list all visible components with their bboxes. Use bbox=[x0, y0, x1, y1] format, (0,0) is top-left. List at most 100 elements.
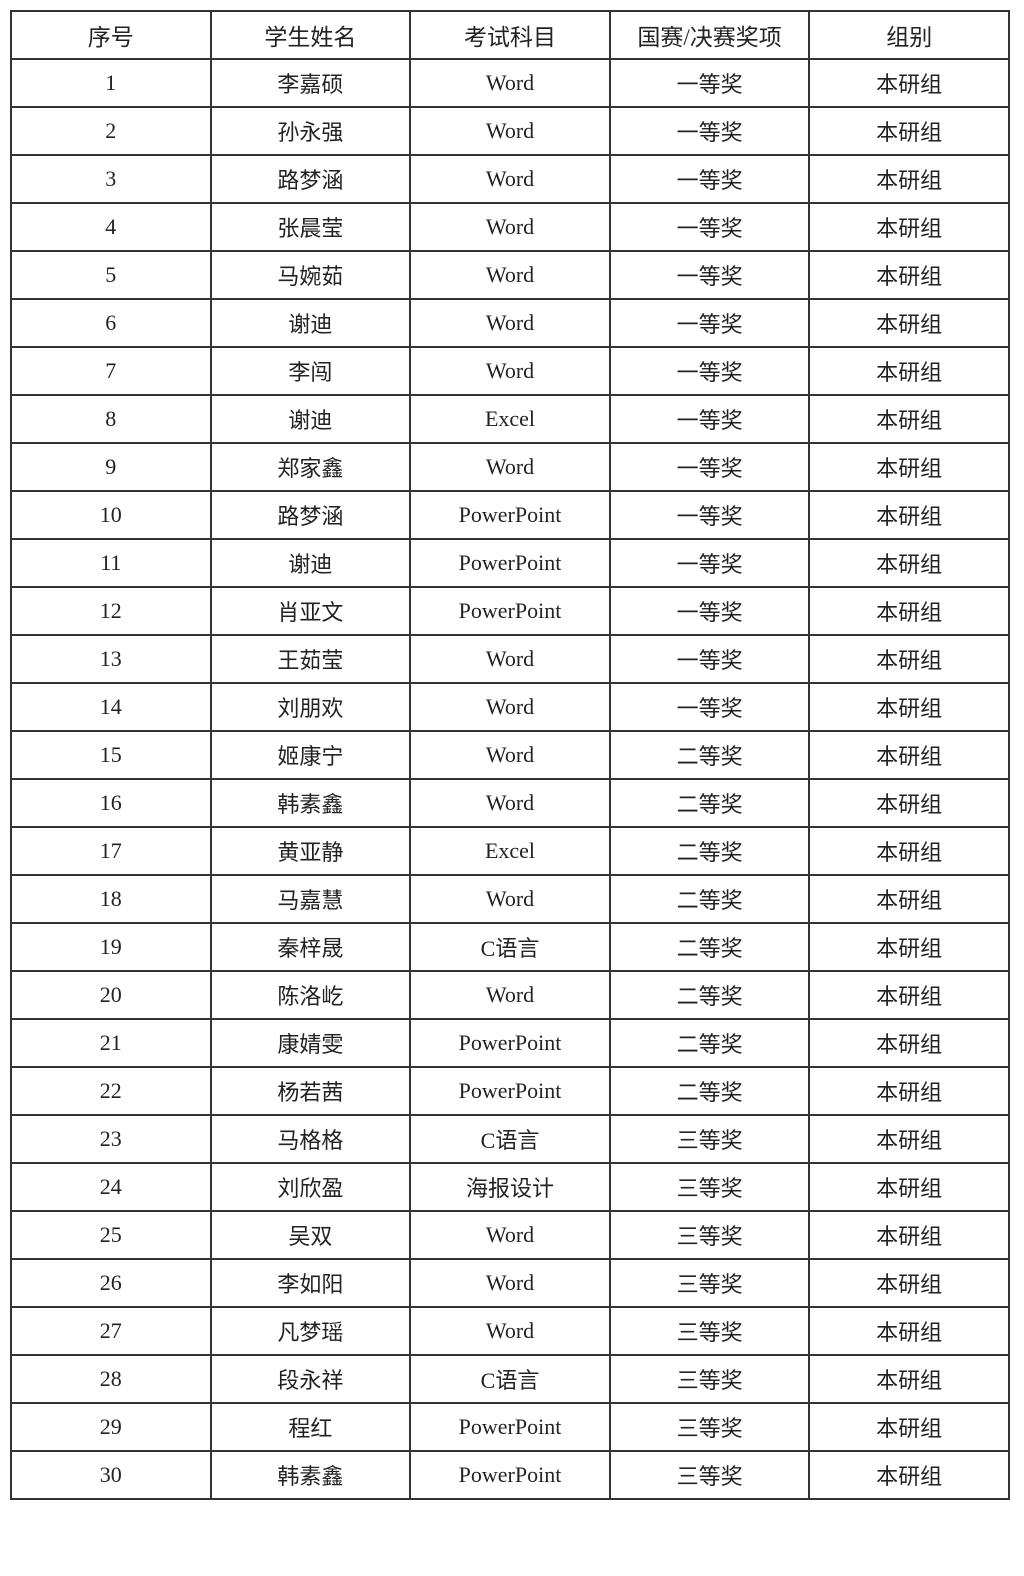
cell-award: 三等奖 bbox=[608, 1162, 811, 1212]
cell-subject: Word bbox=[409, 730, 611, 780]
cell-index: 13 bbox=[10, 634, 212, 684]
cell-group: 本研组 bbox=[808, 1162, 1010, 1212]
table-row: 17 黄亚静 Excel 二等奖 本研组 bbox=[10, 826, 1010, 876]
cell-subject: C语言 bbox=[409, 1354, 611, 1404]
cell-subject: PowerPoint bbox=[409, 1450, 611, 1500]
cell-student-name: 韩素鑫 bbox=[209, 1450, 412, 1500]
table-row: 27 凡梦瑶 Word 三等奖 本研组 bbox=[10, 1306, 1010, 1356]
cell-index: 5 bbox=[10, 250, 212, 300]
cell-index: 15 bbox=[10, 730, 212, 780]
cell-index: 28 bbox=[10, 1354, 212, 1404]
awards-table: 序号 学生姓名 考试科目 国赛/决赛奖项 组别 1 李嘉硕 Word 一等奖 本研组 2 孙… bbox=[10, 10, 1010, 1500]
cell-award: 二等奖 bbox=[608, 874, 811, 924]
cell-index: 11 bbox=[10, 538, 212, 588]
cell-index: 22 bbox=[10, 1066, 212, 1116]
cell-index: 25 bbox=[10, 1210, 212, 1260]
table-row: 4 张晨莹 Word 一等奖 本研组 bbox=[10, 202, 1010, 252]
table-row: 14 刘朋欢 Word 一等奖 本研组 bbox=[10, 682, 1010, 732]
cell-student-name: 谢迪 bbox=[209, 394, 412, 444]
cell-index: 8 bbox=[10, 394, 212, 444]
cell-award: 一等奖 bbox=[608, 106, 811, 156]
cell-award: 三等奖 bbox=[608, 1258, 811, 1308]
cell-subject: PowerPoint bbox=[409, 1066, 611, 1116]
header-student-name: 学生姓名 bbox=[209, 10, 412, 60]
cell-group: 本研组 bbox=[808, 586, 1010, 636]
table-row: 6 谢迪 Word 一等奖 本研组 bbox=[10, 298, 1010, 348]
table-row: 11 谢迪 PowerPoint 一等奖 本研组 bbox=[10, 538, 1010, 588]
cell-subject: PowerPoint bbox=[409, 1402, 611, 1452]
cell-subject: Word bbox=[409, 58, 611, 108]
table-row: 18 马嘉慧 Word 二等奖 本研组 bbox=[10, 874, 1010, 924]
table-row: 5 马婉茹 Word 一等奖 本研组 bbox=[10, 250, 1010, 300]
cell-award: 一等奖 bbox=[608, 634, 811, 684]
cell-group: 本研组 bbox=[808, 1306, 1010, 1356]
cell-student-name: 张晨莹 bbox=[209, 202, 412, 252]
cell-award: 一等奖 bbox=[608, 682, 811, 732]
cell-student-name: 马嘉慧 bbox=[209, 874, 412, 924]
cell-student-name: 康婧雯 bbox=[209, 1018, 412, 1068]
cell-student-name: 吴双 bbox=[209, 1210, 412, 1260]
header-subject: 考试科目 bbox=[409, 10, 611, 60]
cell-award: 三等奖 bbox=[608, 1210, 811, 1260]
cell-subject: PowerPoint bbox=[409, 538, 611, 588]
cell-award: 一等奖 bbox=[608, 154, 811, 204]
cell-subject: Word bbox=[409, 250, 611, 300]
cell-group: 本研组 bbox=[808, 394, 1010, 444]
cell-index: 12 bbox=[10, 586, 212, 636]
cell-subject: Word bbox=[409, 874, 611, 924]
cell-award: 三等奖 bbox=[608, 1402, 811, 1452]
cell-student-name: 刘欣盈 bbox=[209, 1162, 412, 1212]
cell-group: 本研组 bbox=[808, 298, 1010, 348]
cell-index: 2 bbox=[10, 106, 212, 156]
cell-award: 一等奖 bbox=[608, 202, 811, 252]
table-row: 19 秦梓晟 C语言 二等奖 本研组 bbox=[10, 922, 1010, 972]
cell-group: 本研组 bbox=[808, 826, 1010, 876]
cell-index: 16 bbox=[10, 778, 212, 828]
cell-subject: Word bbox=[409, 1210, 611, 1260]
table-row: 16 韩素鑫 Word 二等奖 本研组 bbox=[10, 778, 1010, 828]
cell-index: 17 bbox=[10, 826, 212, 876]
cell-index: 6 bbox=[10, 298, 212, 348]
cell-award: 三等奖 bbox=[608, 1450, 811, 1500]
cell-index: 30 bbox=[10, 1450, 212, 1500]
cell-award: 二等奖 bbox=[608, 922, 811, 972]
cell-student-name: 郑家鑫 bbox=[209, 442, 412, 492]
cell-group: 本研组 bbox=[808, 634, 1010, 684]
cell-index: 4 bbox=[10, 202, 212, 252]
cell-group: 本研组 bbox=[808, 730, 1010, 780]
cell-subject: PowerPoint bbox=[409, 1018, 611, 1068]
cell-award: 一等奖 bbox=[608, 442, 811, 492]
cell-group: 本研组 bbox=[808, 1210, 1010, 1260]
cell-subject: Word bbox=[409, 298, 611, 348]
cell-subject: Word bbox=[409, 154, 611, 204]
cell-student-name: 段永祥 bbox=[209, 1354, 412, 1404]
cell-student-name: 肖亚文 bbox=[209, 586, 412, 636]
cell-index: 23 bbox=[10, 1114, 212, 1164]
table-row: 23 马格格 C语言 三等奖 本研组 bbox=[10, 1114, 1010, 1164]
cell-student-name: 秦梓晟 bbox=[209, 922, 412, 972]
cell-student-name: 黄亚静 bbox=[209, 826, 412, 876]
cell-student-name: 孙永强 bbox=[209, 106, 412, 156]
cell-index: 18 bbox=[10, 874, 212, 924]
cell-award: 一等奖 bbox=[608, 490, 811, 540]
cell-group: 本研组 bbox=[808, 490, 1010, 540]
cell-student-name: 陈洛屹 bbox=[209, 970, 412, 1020]
cell-award: 一等奖 bbox=[608, 586, 811, 636]
cell-subject: Word bbox=[409, 106, 611, 156]
cell-award: 三等奖 bbox=[608, 1354, 811, 1404]
table-row: 21 康婧雯 PowerPoint 二等奖 本研组 bbox=[10, 1018, 1010, 1068]
cell-student-name: 谢迪 bbox=[209, 538, 412, 588]
cell-student-name: 姬康宁 bbox=[209, 730, 412, 780]
cell-subject: PowerPoint bbox=[409, 586, 611, 636]
table-row: 13 王茹莹 Word 一等奖 本研组 bbox=[10, 634, 1010, 684]
cell-subject: Word bbox=[409, 202, 611, 252]
table-body: 1 李嘉硕 Word 一等奖 本研组 2 孙永强 Word 一等奖 本研组 3 路梦涵 Word 一等奖本… bbox=[10, 58, 1010, 1500]
header-group: 组别 bbox=[808, 10, 1010, 60]
cell-group: 本研组 bbox=[808, 1402, 1010, 1452]
table-row: 24 刘欣盈 海报设计 三等奖 本研组 bbox=[10, 1162, 1010, 1212]
cell-group: 本研组 bbox=[808, 106, 1010, 156]
cell-index: 7 bbox=[10, 346, 212, 396]
cell-student-name: 路梦涵 bbox=[209, 490, 412, 540]
cell-subject: Word bbox=[409, 634, 611, 684]
table-row: 12 肖亚文 PowerPoint 一等奖 本研组 bbox=[10, 586, 1010, 636]
